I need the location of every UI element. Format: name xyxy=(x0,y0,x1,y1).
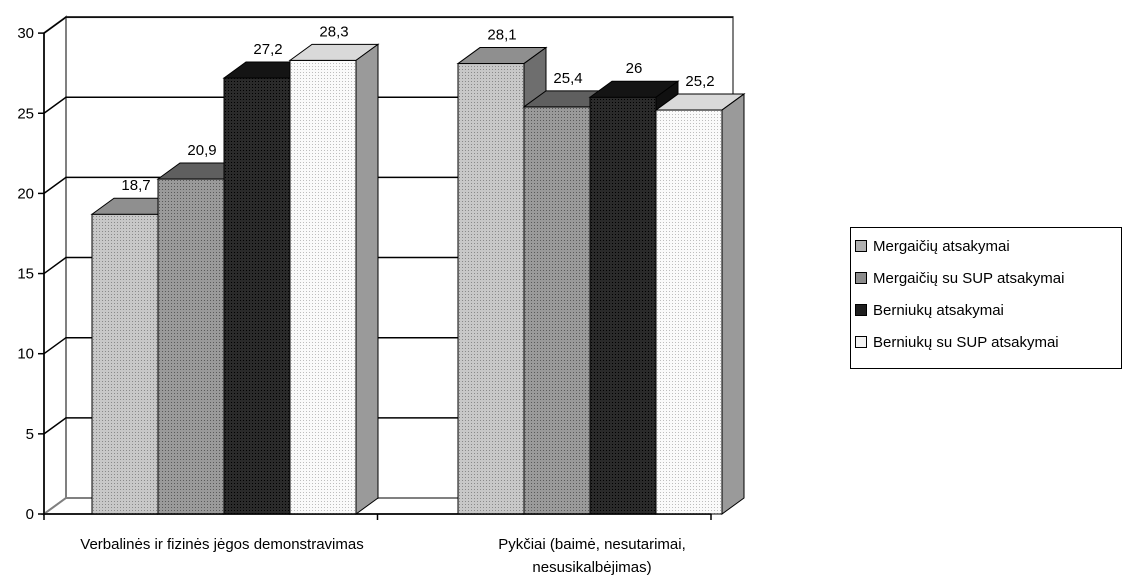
bar-front xyxy=(523,106,591,515)
data-label: 28,3 xyxy=(319,23,348,40)
legend-item: Mergaičių su SUP atsakymai xyxy=(855,268,1064,288)
legend-swatch xyxy=(855,272,867,284)
x-category-label: Pykčiai (baimė, nesutarimai, xyxy=(498,536,686,553)
legend-label: Berniukų su SUP atsakymai xyxy=(873,333,1059,351)
data-label: 26 xyxy=(626,60,643,77)
y-tick-label: 30 xyxy=(17,25,34,42)
legend-item: Berniukų atsakymai xyxy=(855,300,1004,320)
labels: 18,7 20,9 27,2 28,3 28,1 25,4 26 25,2 0 5 10 15 20 25… xyxy=(17,23,714,576)
legend-item: Berniukų su SUP atsakymai xyxy=(855,332,1059,352)
axes xyxy=(38,32,712,520)
y-tick-label: 15 xyxy=(17,266,34,283)
y-tick-label: 0 xyxy=(26,506,34,523)
bar-side xyxy=(355,43,379,515)
data-label: 18,7 xyxy=(121,177,150,194)
bar-front xyxy=(589,96,657,515)
bar-front xyxy=(223,77,291,515)
data-label: 20,9 xyxy=(187,142,216,159)
bar-front xyxy=(289,59,357,515)
data-label: 25,4 xyxy=(553,70,582,87)
bar-front xyxy=(157,178,225,515)
bar-front xyxy=(91,213,159,515)
x-category-label: Verbalinės ir fizinės jėgos demonstravim… xyxy=(80,536,363,553)
bar xyxy=(288,43,380,515)
gridline xyxy=(43,16,733,34)
bar xyxy=(654,93,746,515)
data-label: 27,2 xyxy=(253,41,282,58)
legend: Mergaičių atsakymai Mergaičių su SUP atsa… xyxy=(850,227,1122,369)
legend-swatch xyxy=(855,304,867,316)
y-tick-label: 5 xyxy=(26,426,34,443)
y-tick-label: 20 xyxy=(17,185,34,202)
bar-front xyxy=(655,109,723,515)
y-tick-label: 10 xyxy=(17,346,34,363)
bar-front xyxy=(457,63,525,515)
legend-swatch xyxy=(855,240,867,252)
legend-item: Mergaičių atsakymai xyxy=(855,236,1010,256)
data-label: 28,1 xyxy=(487,27,516,44)
legend-label: Berniukų atsakymai xyxy=(873,301,1004,319)
legend-label: Mergaičių atsakymai xyxy=(873,237,1010,255)
x-category-label: nesusikalbėjimas) xyxy=(532,559,651,576)
bar-side xyxy=(721,93,745,515)
data-label: 25,2 xyxy=(685,73,714,90)
legend-label: Mergaičių su SUP atsakymai xyxy=(873,269,1065,287)
y-tick-label: 25 xyxy=(17,105,34,122)
bars xyxy=(90,43,746,515)
legend-swatch xyxy=(855,336,867,348)
